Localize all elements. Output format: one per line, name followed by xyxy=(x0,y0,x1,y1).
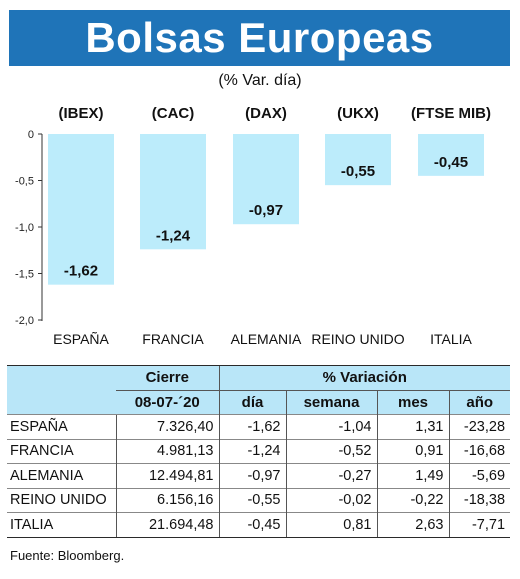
y-tick-label: -1,5 xyxy=(15,269,34,281)
category-label: ITALIA xyxy=(430,331,472,347)
row-name: ESPAÑA xyxy=(7,414,116,439)
row-mes: 0,91 xyxy=(376,438,449,464)
category-label: ESPAÑA xyxy=(53,331,109,347)
row-dia: -1,62 xyxy=(218,414,286,439)
header-mes: mes xyxy=(376,390,449,415)
row-cierre: 7.326,40 xyxy=(115,414,219,439)
header-variacion: % Variación xyxy=(218,365,511,391)
y-tick-label: -2,0 xyxy=(15,315,34,327)
index-label: (UKX) xyxy=(337,105,379,122)
table-corner-2 xyxy=(7,390,116,415)
category-label: ALEMANIA xyxy=(231,331,302,347)
header-ano: año xyxy=(448,390,511,415)
y-tick-label: -0,5 xyxy=(15,176,34,188)
data-table: Cierre % Variación 08-07-´20 día semana … xyxy=(7,365,511,538)
source-note: Fuente: Bloomberg. xyxy=(10,548,125,563)
index-label: (CAC) xyxy=(152,105,195,122)
row-name: ITALIA xyxy=(7,512,116,538)
y-tick-label: 0 xyxy=(28,129,34,141)
page-title: Bolsas Europeas xyxy=(85,14,434,61)
bar xyxy=(48,134,114,285)
value-label: -1,62 xyxy=(64,263,98,280)
row-mes: -0,22 xyxy=(376,487,449,513)
row-cierre: 4.981,13 xyxy=(115,438,219,464)
row-name: ALEMANIA xyxy=(7,463,116,488)
value-label: -0,55 xyxy=(341,163,375,180)
data-table-container: Cierre % Variación 08-07-´20 día semana … xyxy=(7,365,511,538)
row-semana: -0,52 xyxy=(285,438,377,464)
row-name: REINO UNIDO xyxy=(7,487,116,513)
title-banner: Bolsas Europeas xyxy=(9,10,510,66)
row-dia: -0,97 xyxy=(218,463,286,488)
bar-chart: 0 -0,5 -1,0 -1,5 -2,0 (IBEX) -1,62 ESPAÑA (CAC) -… xyxy=(15,105,491,347)
table-row: REINO UNIDO 6.156,16 -0,55 -0,02 -0,22 -… xyxy=(7,487,511,513)
header-semana: semana xyxy=(285,390,377,415)
row-dia: -1,24 xyxy=(218,438,286,464)
row-name: FRANCIA xyxy=(7,438,116,464)
header-cierre: Cierre xyxy=(116,365,219,391)
row-semana: -0,02 xyxy=(285,487,377,513)
row-ano: -16,68 xyxy=(448,438,511,464)
bar xyxy=(418,134,484,176)
table-row: ITALIA 21.694,48 -0,45 0,81 2,63 -7,71 xyxy=(7,512,511,538)
bar xyxy=(325,134,391,186)
value-label: -1,24 xyxy=(156,227,191,244)
index-label: (FTSE MIB) xyxy=(411,105,491,122)
row-dia: -0,45 xyxy=(218,512,286,538)
row-mes: 2,63 xyxy=(376,512,449,538)
row-semana: 0,81 xyxy=(285,512,377,538)
row-ano: -7,71 xyxy=(448,512,511,538)
category-label: REINO UNIDO xyxy=(311,331,404,347)
row-semana: -1,04 xyxy=(285,414,377,439)
table-corner xyxy=(7,365,116,390)
row-ano: -23,28 xyxy=(448,414,511,439)
bar xyxy=(233,134,299,225)
value-label: -0,45 xyxy=(434,154,468,171)
row-cierre: 6.156,16 xyxy=(115,487,219,513)
row-cierre: 12.494,81 xyxy=(115,463,219,488)
y-tick-label: -1,0 xyxy=(15,222,34,234)
row-ano: -5,69 xyxy=(448,463,511,488)
table-row: ESPAÑA 7.326,40 -1,62 -1,04 1,31 -23,28 xyxy=(7,414,511,439)
table-row: FRANCIA 4.981,13 -1,24 -0,52 0,91 -16,68 xyxy=(7,438,511,464)
value-label: -0,97 xyxy=(249,202,283,219)
bar xyxy=(140,134,206,250)
index-label: (IBEX) xyxy=(59,105,104,122)
row-dia: -0,55 xyxy=(218,487,286,513)
row-cierre: 21.694,48 xyxy=(115,512,219,538)
header-dia: día xyxy=(218,390,286,415)
chart-subtitle: (% Var. día) xyxy=(218,72,302,89)
row-semana: -0,27 xyxy=(285,463,377,488)
header-date: 08-07-´20 xyxy=(116,390,219,415)
category-label: FRANCIA xyxy=(142,331,204,347)
row-mes: 1,31 xyxy=(376,414,449,439)
table-row: ALEMANIA 12.494,81 -0,97 -0,27 1,49 -5,6… xyxy=(7,463,511,488)
row-mes: 1,49 xyxy=(376,463,449,488)
index-label: (DAX) xyxy=(245,105,287,122)
row-ano: -18,38 xyxy=(448,487,511,513)
